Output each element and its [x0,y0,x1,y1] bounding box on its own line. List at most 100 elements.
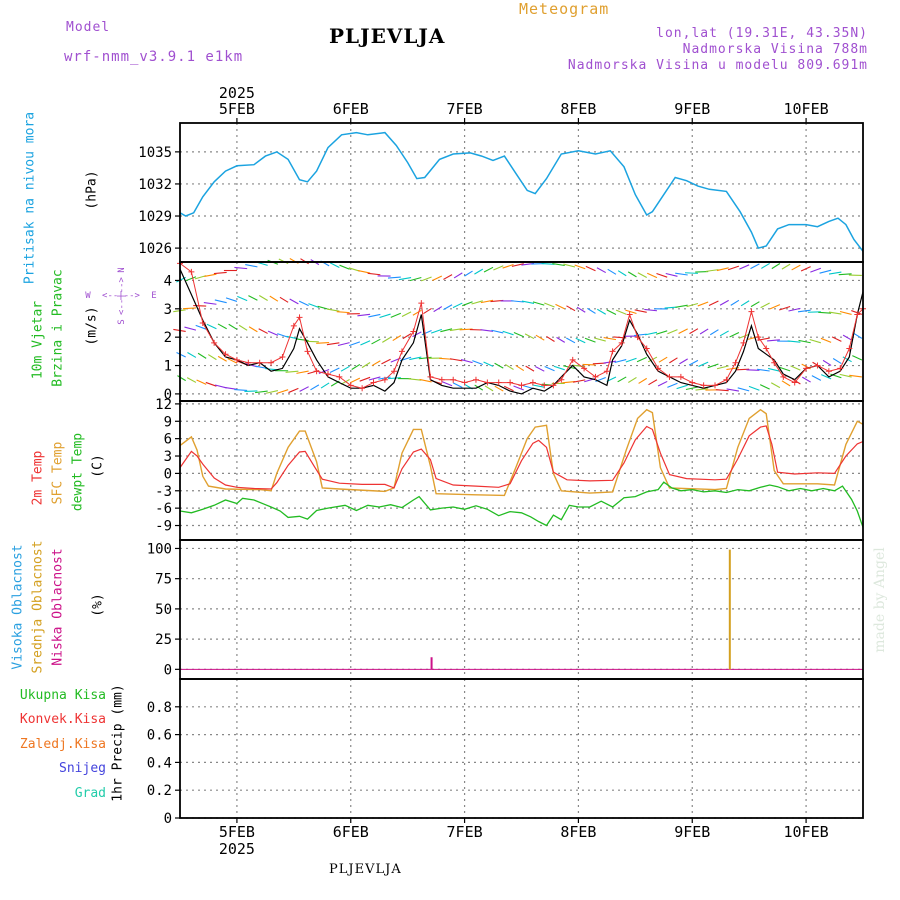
wind-vector [387,377,401,380]
wind-gust-marker [381,376,388,383]
wind-gust-marker [398,348,405,355]
y-tick-label: 100 [147,541,172,557]
wind-gust-marker [304,348,311,355]
wind-vector [698,361,709,367]
wind-vector [289,298,299,305]
x-tick-label-bottom: 6FEB [333,823,369,841]
wind-vector [398,277,412,281]
model-name: wrf-nmm_v3.9.1 e1km [64,49,244,65]
wind-vector [419,378,432,383]
wind-vector [316,342,330,344]
wind-gust-marker [268,359,275,366]
panel-frame-cloud [179,539,864,680]
wind-gust-marker [188,268,195,275]
model-elevation-label: Nadmorska Visina u modelu 809.691m [567,58,868,73]
wind-vector [412,309,422,316]
x-tick-label-top: 6FEB [333,100,369,118]
wind-vector [644,308,658,312]
wind-vector [740,300,750,307]
wind-vector [656,272,668,278]
wind-vector [675,304,688,308]
wind-gust-marker [854,311,861,318]
panel-frame-wind [179,261,864,402]
wind-vector [851,310,863,315]
wind-vector [197,352,207,359]
wind-gust-marker [592,373,599,380]
wind-vector [566,337,576,344]
y-tick-label: 3 [164,449,172,465]
wind-vector [637,272,647,278]
wind-vector [483,361,494,367]
wind-gust-marker [780,373,787,380]
wind-vector [432,275,443,281]
y-tick-label: 1 [164,359,172,375]
wind-vector [594,337,606,342]
wind-vector [254,390,268,394]
wind-vector [750,301,760,308]
wind-gust-marker [313,368,320,375]
wind-vector [679,358,688,365]
wind-vector [791,264,801,271]
wind-vector [705,269,719,272]
wind-vector [699,328,709,335]
wind-vector [433,306,443,313]
wind-gust-marker [771,359,778,366]
wind-vector [647,272,658,279]
wind-vector [368,376,381,381]
wind-vector [234,266,248,270]
wind-gust-marker [324,371,331,378]
wind-vector [412,331,422,338]
wind-vector [379,313,391,319]
wind-vector [779,305,791,311]
wind-vector [716,365,729,370]
wind-gust-marker [618,339,625,346]
y-tick-label: 0 [164,387,172,403]
wind-gust-marker [732,359,739,366]
wind-vector [217,355,227,362]
y-tick-label: 25 [155,632,172,648]
wind-vector [177,375,186,382]
wind-gust-marker [279,354,286,361]
wind-vector [596,308,607,315]
wind-gust-marker [418,300,425,307]
wind-vector [368,313,381,318]
wind-vector [350,377,361,384]
wind-vector [615,309,627,315]
wind-vector [452,302,463,309]
wind-vector [767,339,780,342]
wind-vector [617,376,627,383]
wind-vector [770,382,781,389]
wind-vector [818,311,832,314]
wind-gust-marker [581,365,588,372]
wind-vector [798,339,811,344]
y-tick-label: 0.4 [147,755,172,771]
wind-vector [574,264,586,270]
wind-vector [759,384,770,390]
wind-vector [617,270,627,277]
wind-vector [648,379,658,386]
wind-gust-marker [427,373,434,380]
wind-vector [390,312,402,318]
precip-legend-conv: Konvek.Kisa [19,712,106,727]
wind-vector [494,362,504,369]
temp-2m-line [179,425,864,490]
wind-gust-marker [541,382,548,389]
y-tick-label: 4 [164,273,172,289]
wind-gust-marker [677,373,684,380]
wind-vector [636,356,647,363]
wind-vector [821,374,832,380]
wind-vector [452,382,463,388]
lonlat-label: lon,lat (19.31E, 43.35N) [656,26,868,41]
wind-gust-marker [410,328,417,335]
wind-vector [348,267,361,272]
wind-vector [228,323,238,330]
wind-vector [238,324,248,331]
wind-vector [449,358,463,362]
wind-gust-marker [723,376,730,383]
wind-vector [258,328,268,334]
wind-vector [409,356,422,361]
wind-gust-marker [518,382,525,389]
wind-vector [184,326,197,331]
wind-vector [790,365,801,371]
